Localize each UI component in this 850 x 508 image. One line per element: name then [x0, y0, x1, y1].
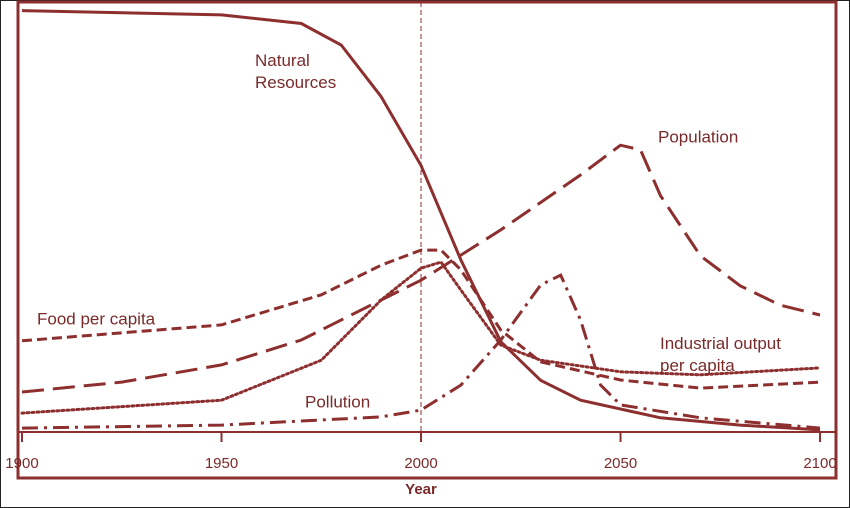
series-line — [21, 248, 821, 390]
series-label: Pollution — [305, 392, 370, 411]
series-label: Industrial output per capita — [660, 334, 781, 375]
frame — [16, 0, 838, 480]
series-label: Natural Resources — [255, 51, 336, 92]
x-tick-label: 1900 — [5, 455, 38, 472]
series-line — [20, 260, 822, 415]
x-tick-label: 1950 — [205, 455, 238, 472]
x-tick-label: 2000 — [404, 455, 437, 472]
series-line — [21, 9, 821, 432]
series-line — [21, 143, 821, 394]
x-tick-label: 2100 — [803, 455, 836, 472]
x-axis-label: Year — [405, 481, 437, 498]
series-label: Population — [658, 127, 738, 146]
x-tick-label: 2050 — [604, 455, 637, 472]
series-label: Food per capita — [37, 309, 156, 328]
